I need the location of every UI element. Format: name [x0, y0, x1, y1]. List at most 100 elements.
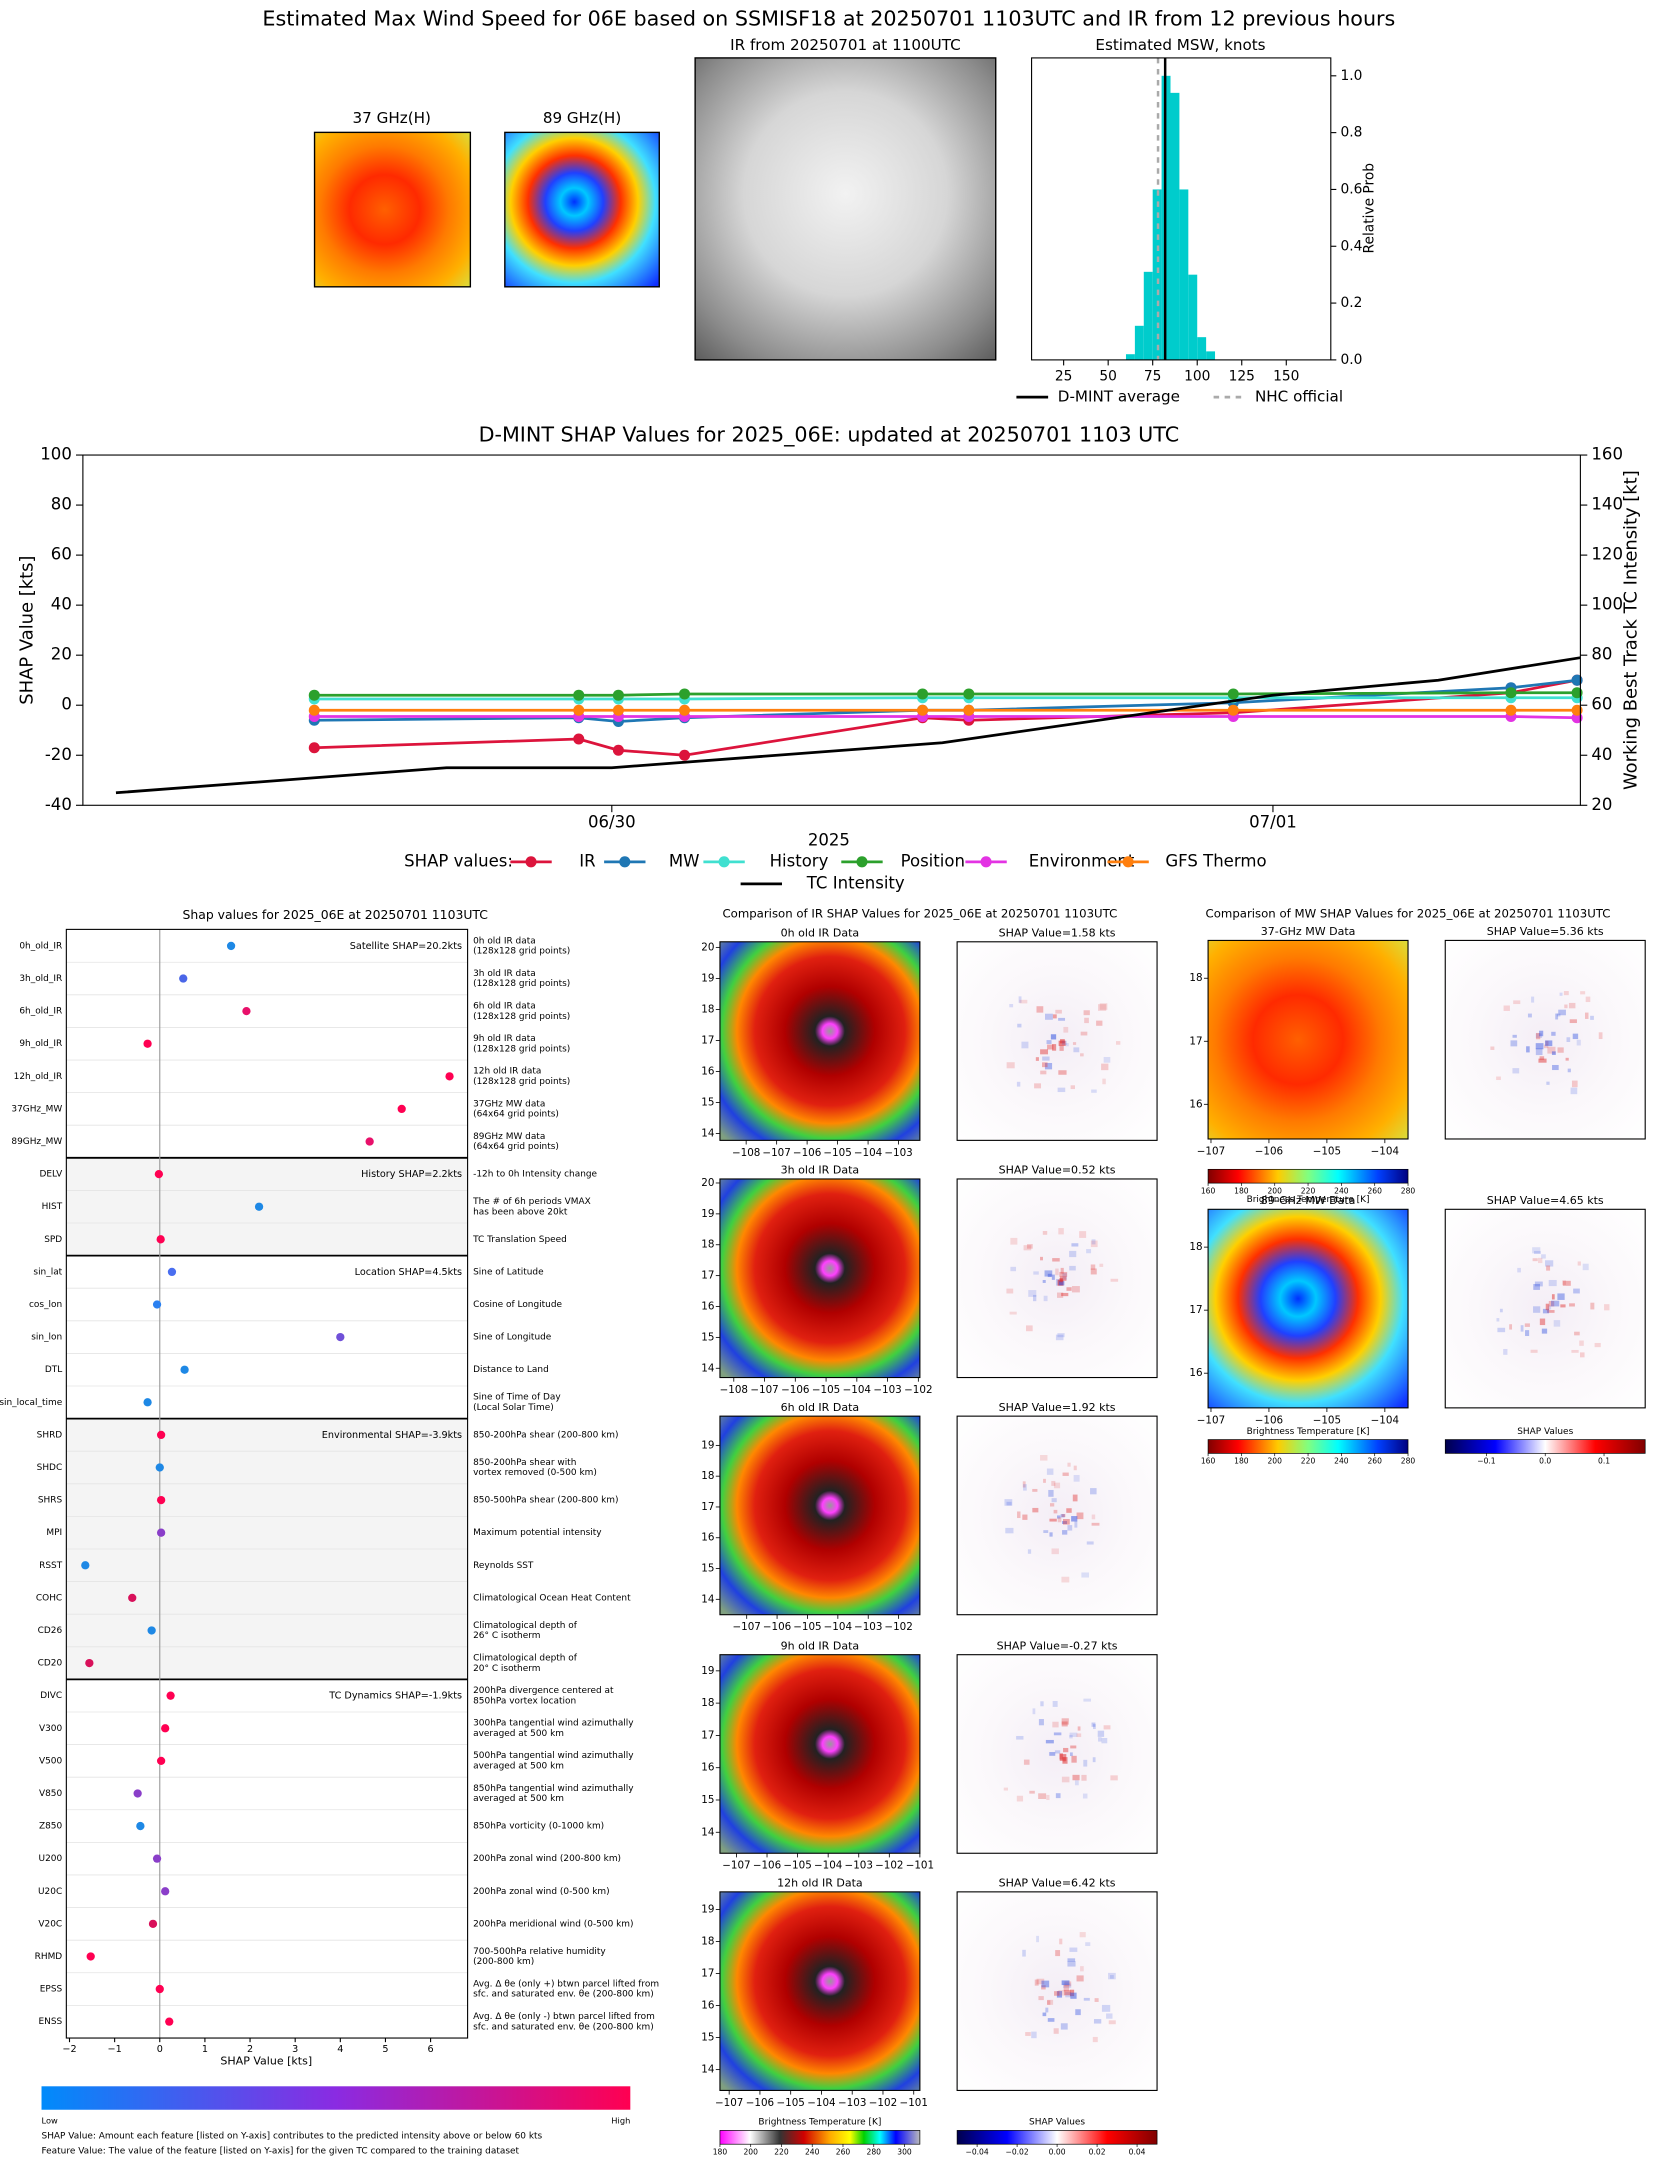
feature-description: 200hPa divergence centered at [473, 1686, 614, 1696]
x-tick-label: −106 [753, 1860, 781, 1872]
x-tick-label: −104 [807, 2097, 835, 2109]
x-tick-label: 50 [1099, 368, 1117, 384]
feature-description: Cosine of Longitude [473, 1300, 562, 1310]
x-tick-label: −102 [884, 1621, 912, 1633]
shap-pattern [1034, 1083, 1042, 1089]
shap-pattern [1558, 1009, 1566, 1016]
shap-pattern [1580, 991, 1586, 995]
shap-pattern [1074, 1521, 1078, 1528]
shap-pattern [1097, 1004, 1107, 1011]
shap-pattern [1070, 1085, 1075, 1090]
microwave-image [313, 131, 472, 288]
feature-label: V850 [39, 1789, 63, 1799]
shap-dot [155, 1984, 164, 1994]
shap-pattern [1064, 1990, 1071, 1996]
shap-pattern [1053, 1482, 1061, 1489]
colorbar-tick-label: 260 [1367, 1457, 1382, 1466]
shap-pattern [1065, 1992, 1072, 1998]
feature-label: DIVC [40, 1691, 62, 1701]
x-tick-label: −103 [838, 2097, 866, 2109]
feature-description: 0h old IR data [473, 936, 536, 946]
chart-title: Comparison of IR SHAP Values for 2025_06… [722, 907, 1117, 921]
y-tick-label: 17 [701, 1729, 714, 1741]
y-tick-label: 18 [1189, 972, 1202, 984]
shap-dot [156, 1495, 166, 1505]
feature-label: RHMD [35, 1952, 63, 1962]
shap-pattern [1550, 1300, 1560, 1307]
feature-description: 850hPa tangential wind azimuthally [473, 1784, 634, 1794]
y-tick-label: 14 [701, 1128, 714, 1140]
ir-image [694, 57, 997, 361]
chart-title: Shap values for 2025_06E at 20250701 110… [182, 907, 487, 922]
group-label: History SHAP=2.2kts [361, 1169, 462, 1180]
feature-description: has been above 20kt [473, 1207, 568, 1217]
shap-pattern [1051, 1548, 1059, 1555]
shap-pattern [1545, 1040, 1549, 1046]
series-line [314, 696, 1578, 701]
legend-label: GFS Thermo [1165, 851, 1266, 870]
x-tick-label: −108 [732, 1147, 760, 1159]
chart-title: Estimated MSW, knots [1095, 36, 1265, 54]
satellite-image [1208, 1209, 1409, 1408]
shap-pattern [1083, 1997, 1090, 2001]
axes-frame [1207, 1208, 1409, 1409]
shap-pattern [1073, 1047, 1080, 1053]
shap-pattern [1532, 1247, 1541, 1254]
series-marker [1227, 688, 1239, 700]
shap-pattern [1079, 1231, 1087, 1238]
legend-label: MW [669, 851, 700, 870]
series-marker [308, 689, 320, 701]
x-tick-label: −105 [777, 2097, 805, 2109]
colorbar-title: Brightness Temperature [K] [1247, 1195, 1370, 1205]
shap-pattern [1571, 1080, 1578, 1088]
shap-pattern [1057, 1517, 1062, 1523]
shap-pattern [1547, 1305, 1552, 1310]
shap-pattern [1090, 1268, 1097, 1275]
feature-label: SPD [44, 1235, 62, 1245]
shap-dot [143, 1039, 152, 1048]
shap-pattern [1091, 1239, 1096, 1245]
x-tick-label: 5 [382, 2044, 388, 2055]
shap-pattern [1563, 991, 1569, 996]
shap-pattern [1072, 1774, 1080, 1781]
shap-pattern [1016, 1795, 1024, 1802]
shap-pattern [1535, 1043, 1544, 1050]
y-tick-label: 20 [51, 645, 72, 664]
series-marker [612, 689, 624, 701]
feature-label: Z850 [39, 1822, 63, 1832]
note: Feature Value: The value of the feature … [42, 2147, 520, 2157]
colorbar-tick-label: 0.04 [1129, 2147, 1146, 2156]
shap-pattern [1499, 1308, 1503, 1313]
feature-description: 20° C isotherm [473, 1664, 540, 1674]
y-tick-label: 0 [61, 695, 72, 714]
shap-pattern [1576, 1039, 1581, 1046]
shap-pattern [1082, 1793, 1088, 1799]
feature-description: sfc. and saturated env. θe (200-800 km) [473, 2022, 654, 2032]
colorbar-tick-label: 280 [1401, 1186, 1416, 1195]
panel-title: 9h old IR Data [781, 1639, 860, 1652]
shap-pattern [1560, 1304, 1566, 1308]
series-marker [917, 688, 929, 700]
feature-label: CD26 [38, 1626, 63, 1636]
shap-pattern [1042, 1056, 1050, 1061]
shap-pattern [1103, 1725, 1111, 1730]
shap-pattern [1040, 1701, 1044, 1707]
shap-pattern [1071, 1286, 1080, 1293]
shap-pattern [1061, 1292, 1069, 1297]
shap-pattern [1579, 1340, 1584, 1346]
shap-pattern [1056, 1991, 1063, 1998]
shap-pattern [1604, 1304, 1610, 1311]
shap-pattern [1059, 1045, 1064, 1051]
shap-pattern [1539, 1318, 1546, 1326]
y-tick-label: 100 [40, 445, 72, 464]
chart-title: D-MINT SHAP Values for 2025_06E: updated… [479, 423, 1180, 448]
y-tick-label: 18 [701, 1697, 714, 1709]
x-tick-label: −104 [814, 1860, 842, 1872]
legend-label: History [770, 851, 829, 870]
shap-pattern [1066, 1287, 1072, 1291]
colorbar-tick-label: 220 [1301, 1186, 1316, 1195]
shap-dot [85, 1658, 94, 1668]
shap-pattern [1517, 1267, 1521, 1273]
